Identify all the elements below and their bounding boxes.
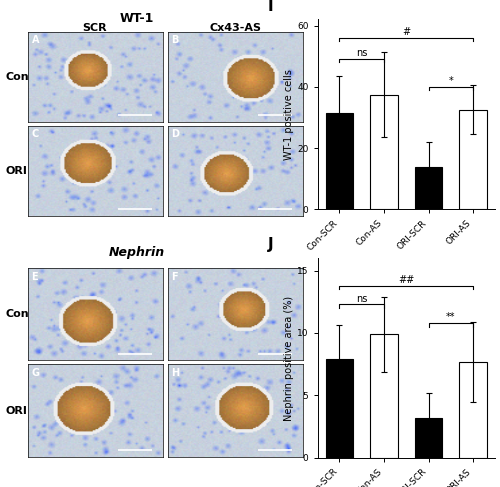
Bar — [326, 113, 353, 209]
Text: D: D — [172, 129, 179, 139]
Bar — [370, 334, 398, 458]
Text: A: A — [32, 35, 39, 45]
Text: *: * — [448, 76, 453, 86]
Text: WT-1: WT-1 — [120, 12, 154, 25]
Text: SCR: SCR — [82, 23, 108, 33]
Text: ORI: ORI — [5, 406, 27, 415]
Text: ns: ns — [356, 48, 368, 58]
Text: #: # — [402, 27, 410, 37]
Text: Con: Con — [5, 309, 28, 319]
Y-axis label: Nephrin positive area (%): Nephrin positive area (%) — [284, 296, 294, 420]
Y-axis label: WT-1 positive cells: WT-1 positive cells — [284, 69, 294, 160]
Text: Cx43-AS: Cx43-AS — [209, 23, 261, 33]
Text: ORI: ORI — [5, 166, 27, 176]
Text: E: E — [32, 272, 38, 281]
Text: I: I — [268, 0, 274, 14]
Bar — [326, 359, 353, 458]
Text: J: J — [268, 237, 274, 252]
Text: H: H — [172, 368, 179, 378]
Text: G: G — [32, 368, 40, 378]
Text: C: C — [32, 129, 39, 139]
Text: **: ** — [446, 313, 456, 322]
Text: Con: Con — [5, 72, 28, 82]
Bar — [370, 94, 398, 209]
Text: F: F — [172, 272, 178, 281]
Text: ##: ## — [398, 275, 414, 285]
Bar — [414, 167, 442, 209]
Text: Nephrin: Nephrin — [109, 246, 165, 259]
Text: ns: ns — [356, 294, 368, 304]
Text: B: B — [172, 35, 179, 45]
Bar — [460, 110, 487, 209]
Bar — [460, 362, 487, 458]
Bar — [414, 418, 442, 458]
